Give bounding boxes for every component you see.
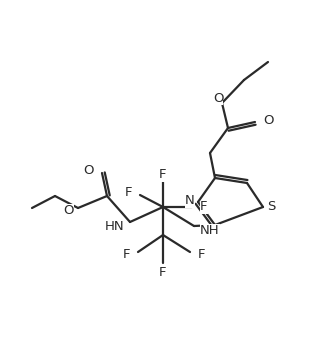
Text: HN: HN (104, 220, 124, 233)
Text: S: S (267, 201, 275, 214)
Text: N: N (185, 195, 195, 208)
Text: F: F (125, 186, 132, 199)
Text: O: O (64, 203, 74, 216)
Text: F: F (159, 168, 167, 181)
Text: F: F (122, 247, 130, 261)
Text: F: F (198, 247, 206, 261)
Text: O: O (83, 164, 94, 178)
Text: O: O (263, 114, 273, 126)
Text: F: F (200, 201, 207, 214)
Text: NH: NH (200, 223, 219, 237)
Text: O: O (213, 91, 223, 104)
Text: F: F (159, 265, 167, 279)
